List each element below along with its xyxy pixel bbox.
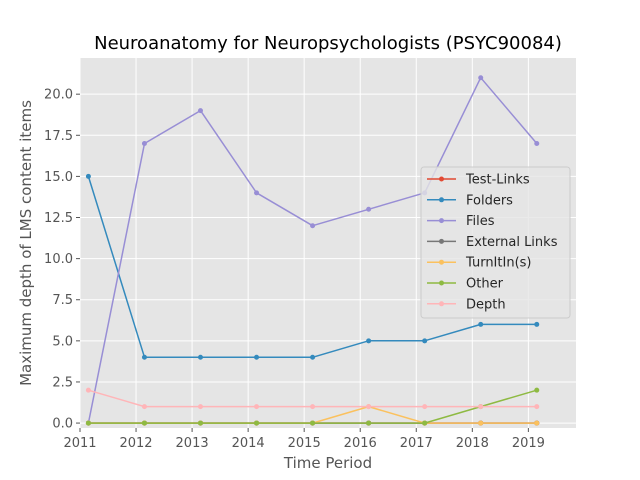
data-point-folders bbox=[366, 338, 372, 344]
legend-label-folders: Folders bbox=[466, 193, 513, 208]
data-point-files bbox=[310, 223, 316, 229]
data-point-other bbox=[197, 420, 203, 426]
x-axis-ticks: 2011 2012 2013 2014 2015 2016 2017 2018 2019 bbox=[63, 428, 545, 451]
data-point-other bbox=[422, 420, 428, 426]
legend-marker-other bbox=[439, 280, 444, 286]
data-point-folders bbox=[197, 354, 203, 360]
y-tick-label: 2.5 bbox=[52, 375, 73, 390]
x-tick-label: 2011 bbox=[63, 436, 96, 451]
data-point-other bbox=[85, 420, 91, 426]
data-point-turnitin-s bbox=[534, 420, 540, 426]
legend-item-files: Files bbox=[427, 214, 495, 229]
y-tick-label: 12.5 bbox=[44, 211, 73, 226]
x-tick-label: 2017 bbox=[400, 436, 433, 451]
chart-title: Neuroanatomy for Neuropsychologists (PSY… bbox=[94, 33, 562, 54]
data-point-other bbox=[254, 420, 260, 426]
series-other bbox=[85, 387, 540, 426]
data-point-depth bbox=[141, 404, 147, 410]
data-point-folders bbox=[534, 321, 540, 327]
legend-item-folders: Folders bbox=[427, 193, 513, 208]
legend-label-turnitin-s: TurnItIn(s) bbox=[465, 256, 531, 271]
legend-item-test-links: Test-Links bbox=[427, 173, 530, 188]
legend-marker-test-links bbox=[439, 176, 444, 182]
legend-label-external-links: External Links bbox=[466, 235, 558, 250]
legend-item-external-links: External Links bbox=[427, 235, 558, 250]
legend-marker-external-links bbox=[439, 238, 444, 244]
data-point-other bbox=[310, 420, 316, 426]
y-axis-ticks: 0.0 2.5 5.0 7.5 10.0 12.5 15.0 17.5 20.0 bbox=[44, 88, 80, 432]
x-tick-label: 2014 bbox=[232, 436, 265, 451]
x-tick-label: 2018 bbox=[456, 436, 489, 451]
data-point-folders bbox=[141, 354, 147, 360]
x-tick-label: 2015 bbox=[288, 436, 321, 451]
data-point-other bbox=[534, 387, 540, 393]
data-point-folders bbox=[422, 338, 428, 344]
data-point-files bbox=[534, 141, 540, 147]
legend: Test-Links Folders Files External Links Turn… bbox=[420, 166, 571, 319]
series-group bbox=[85, 75, 540, 426]
legend-marker-turnitin-s bbox=[439, 259, 444, 265]
data-point-files bbox=[141, 141, 147, 147]
data-point-folders bbox=[478, 321, 484, 327]
legend-item-other: Other bbox=[427, 277, 504, 292]
y-tick-label: 17.5 bbox=[44, 129, 73, 144]
data-point-depth bbox=[85, 387, 91, 393]
legend-label-files: Files bbox=[466, 214, 495, 229]
legend-marker-depth bbox=[439, 301, 444, 307]
x-tick-label: 2012 bbox=[119, 436, 152, 451]
data-point-files bbox=[478, 75, 484, 81]
data-point-turnitin-s bbox=[478, 420, 484, 426]
y-tick-label: 7.5 bbox=[52, 293, 73, 308]
data-point-depth bbox=[422, 404, 428, 410]
legend-marker-files bbox=[439, 218, 444, 224]
data-point-depth bbox=[197, 404, 203, 410]
legend-marker-folders bbox=[439, 197, 444, 203]
y-tick-label: 20.0 bbox=[44, 88, 73, 103]
data-point-other bbox=[141, 420, 147, 426]
data-point-depth bbox=[310, 404, 316, 410]
data-point-depth bbox=[478, 404, 484, 410]
y-tick-label: 5.0 bbox=[52, 334, 73, 349]
series-depth bbox=[85, 387, 540, 410]
data-point-depth bbox=[366, 404, 372, 410]
data-point-other bbox=[366, 420, 372, 426]
data-point-files bbox=[366, 206, 372, 212]
x-tick-label: 2013 bbox=[176, 436, 209, 451]
data-point-depth bbox=[534, 404, 540, 410]
legend-item-depth: Depth bbox=[427, 297, 506, 312]
legend-label-test-links: Test-Links bbox=[465, 173, 530, 188]
x-tick-label: 2016 bbox=[344, 436, 377, 451]
y-tick-label: 10.0 bbox=[44, 252, 73, 267]
x-tick-label: 2019 bbox=[512, 436, 545, 451]
x-axis-title: Time Period bbox=[283, 454, 372, 472]
data-point-files bbox=[197, 108, 203, 114]
data-point-folders bbox=[254, 354, 260, 360]
data-point-depth bbox=[254, 404, 260, 410]
y-axis-title: Maximum depth of LMS content items bbox=[17, 100, 35, 386]
legend-box bbox=[420, 166, 571, 319]
y-tick-label: 15.0 bbox=[44, 170, 73, 185]
data-point-folders bbox=[310, 354, 316, 360]
data-point-folders bbox=[85, 173, 91, 179]
legend-label-other: Other bbox=[466, 277, 504, 292]
legend-item-turnitin-s: TurnItIn(s) bbox=[427, 256, 531, 271]
y-tick-label: 0.0 bbox=[52, 417, 73, 432]
data-point-files bbox=[254, 190, 260, 196]
series-folders bbox=[85, 173, 540, 360]
legend-label-depth: Depth bbox=[466, 297, 506, 312]
